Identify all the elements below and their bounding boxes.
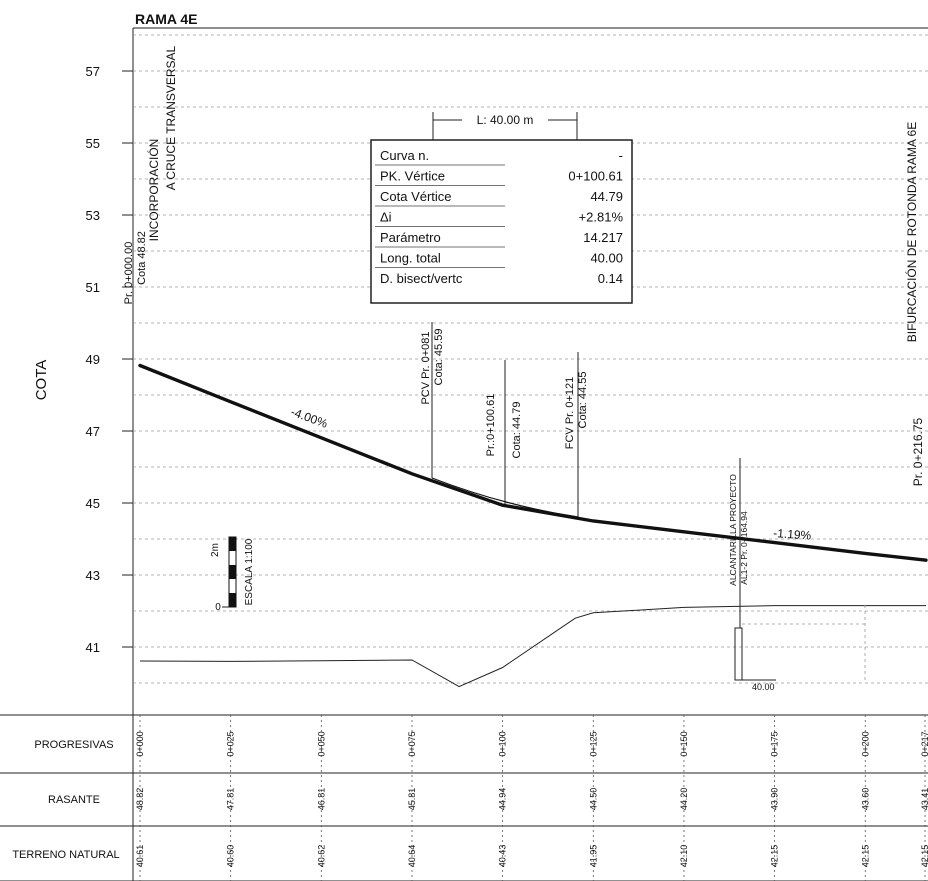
drawing-title: RAMA 4E bbox=[135, 11, 198, 27]
curve-length-label: L: 40.00 m bbox=[477, 113, 534, 127]
station-label: 0+175 bbox=[770, 731, 780, 756]
rasante-value-label: 48.82 bbox=[135, 788, 145, 811]
station-label: 0+050 bbox=[316, 731, 326, 756]
curve-row-value: 44.79 bbox=[590, 189, 623, 204]
start-station-cota: Cota 48.82 bbox=[136, 231, 148, 285]
curve-info-table: Curva n. - PK. Vértice 0+100.61 Cota Vértice… bbox=[370, 139, 633, 304]
curve-row-label: Δi bbox=[380, 210, 392, 225]
y-axis-ticks: 57 55 53 51 49 47 45 43 41 bbox=[86, 64, 133, 655]
start-note-line2: A CRUCE TRANSVERSAL bbox=[164, 45, 178, 190]
y-tick-label: 57 bbox=[86, 64, 100, 79]
pcv-pk: PCV Pr. 0+081 bbox=[420, 331, 432, 404]
y-tick-label: 45 bbox=[86, 496, 100, 511]
terreno-value-label: 40.43 bbox=[498, 845, 508, 868]
rasante-value-label: 43.60 bbox=[860, 788, 870, 811]
y-axis-label: COTA bbox=[33, 360, 50, 401]
curve-row-label: Long. total bbox=[380, 251, 441, 266]
terreno-value-label: 40.64 bbox=[407, 845, 417, 868]
scale-label: ESCALA 1:100 bbox=[244, 538, 255, 605]
vertex-marker: Pr.:0+100.61 Cota: 44.79 bbox=[485, 360, 523, 506]
station-label: 0+200 bbox=[860, 731, 870, 756]
curve-row-value: 14.217 bbox=[583, 230, 623, 245]
y-tick-label: 55 bbox=[86, 136, 100, 151]
terreno-value-label: 42.15 bbox=[770, 845, 780, 868]
rasante-value-label: 44.20 bbox=[679, 788, 689, 811]
terreno-value-label: 40.60 bbox=[226, 845, 236, 868]
curve-table-frame bbox=[370, 139, 633, 304]
grade-label-2: -1.19% bbox=[773, 526, 812, 543]
terreno-value-label: 42.15 bbox=[860, 845, 870, 868]
end-station-pk: Pr. 0+216.75 bbox=[911, 417, 925, 486]
curve-row-value: 0+100.61 bbox=[568, 169, 623, 184]
vertex-cota: Cota: 44.79 bbox=[511, 402, 523, 459]
culvert-box bbox=[734, 627, 743, 681]
band-label-rasante: RASANTE bbox=[48, 794, 100, 806]
band-label-terreno: TERRENO NATURAL bbox=[12, 849, 119, 861]
station-label: 0+125 bbox=[588, 731, 598, 756]
rasante-value-label: 46.81 bbox=[316, 788, 326, 811]
scale-top: 2m bbox=[210, 543, 221, 557]
culvert-pk: AL1-2 Pr. 0+164.94 bbox=[739, 511, 749, 585]
curve-row-value: +2.81% bbox=[579, 210, 624, 225]
curve-row-label: Curva n. bbox=[380, 148, 429, 163]
rasante-value-label: 45.81 bbox=[407, 788, 417, 811]
culvert-length: 40.00 bbox=[752, 682, 775, 692]
band-label-progresivas: PROGRESIVAS bbox=[34, 739, 113, 751]
band-columns: 0+000 48.82 40.61 0+025 47.81 40.60 0+050 46.81… bbox=[135, 715, 928, 881]
rasante-value-label: 43.90 bbox=[770, 788, 780, 811]
end-note: BIFURCACIÓN DE ROTONDA RAMA 6E bbox=[904, 122, 919, 342]
terreno-value-label: 40.62 bbox=[316, 845, 326, 868]
curve-row-label: Parámetro bbox=[380, 230, 441, 245]
fcv-cota: Cota: 44.55 bbox=[577, 372, 589, 429]
station-label: 0+150 bbox=[679, 731, 689, 756]
rasante-line bbox=[138, 363, 928, 562]
curve-row-value: 0.14 bbox=[598, 271, 623, 286]
fcv-marker: FCV Pr. 0+121 Cota: 44.55 bbox=[564, 352, 589, 517]
curve-row-value: - bbox=[619, 148, 623, 163]
terreno-value-label: 42.15 bbox=[920, 845, 928, 868]
curve-row-label: D. bisect/vertc bbox=[380, 271, 463, 286]
start-note-line1: INCORPORACIÓN bbox=[146, 139, 161, 242]
pcv-marker: PCV Pr. 0+081 Cota: 45.59 bbox=[420, 322, 445, 478]
y-tick-label: 49 bbox=[86, 352, 100, 367]
y-tick-label: 51 bbox=[86, 280, 100, 295]
curve-length-dimension: L: 40.00 m bbox=[432, 112, 578, 140]
terreno-value-label: 42.10 bbox=[679, 845, 689, 868]
y-tick-label: 53 bbox=[86, 208, 100, 223]
y-tick-label: 41 bbox=[86, 640, 100, 655]
scale-bottom: 0 bbox=[215, 602, 221, 613]
terreno-value-label: 40.61 bbox=[135, 845, 145, 868]
terreno-natural-line bbox=[139, 605, 926, 688]
station-label: 0+000 bbox=[135, 731, 145, 756]
y-tick-label: 47 bbox=[86, 424, 100, 439]
curve-row-label: Cota Vértice bbox=[380, 189, 452, 204]
rasante-value-label: 47.81 bbox=[226, 788, 236, 811]
data-bands: PROGRESIVAS RASANTE TERRENO NATURAL bbox=[0, 714, 928, 881]
station-label: 0+025 bbox=[226, 731, 236, 756]
rasante-value-label: 43.41 bbox=[920, 788, 928, 811]
station-label: 0+100 bbox=[498, 731, 508, 756]
rasante-value-label: 44.94 bbox=[498, 788, 508, 811]
rasante-value-label: 44.50 bbox=[588, 788, 598, 811]
fcv-pk: FCV Pr. 0+121 bbox=[564, 377, 576, 449]
vertex-pk: Pr.:0+100.61 bbox=[485, 394, 497, 457]
culvert-label: ALCANTARILLA PROYECTO bbox=[728, 474, 738, 586]
scale-bar: 2m 0 ESCALA 1:100 bbox=[210, 536, 255, 613]
parabola-curve bbox=[431, 477, 579, 518]
curve-row-value: 40.00 bbox=[590, 251, 623, 266]
culvert-marker: ALCANTARILLA PROYECTO AL1-2 Pr. 0+164.94… bbox=[728, 458, 866, 692]
curve-row-label: PK. Vértice bbox=[380, 169, 445, 184]
station-label: 0+217 bbox=[920, 731, 928, 756]
start-station-pk: Pr. 0+000.00 bbox=[123, 242, 135, 305]
station-label: 0+075 bbox=[407, 731, 417, 756]
terreno-value-label: 41.95 bbox=[588, 845, 598, 868]
pcv-cota: Cota: 45.59 bbox=[433, 329, 445, 386]
y-tick-label: 43 bbox=[86, 568, 100, 583]
